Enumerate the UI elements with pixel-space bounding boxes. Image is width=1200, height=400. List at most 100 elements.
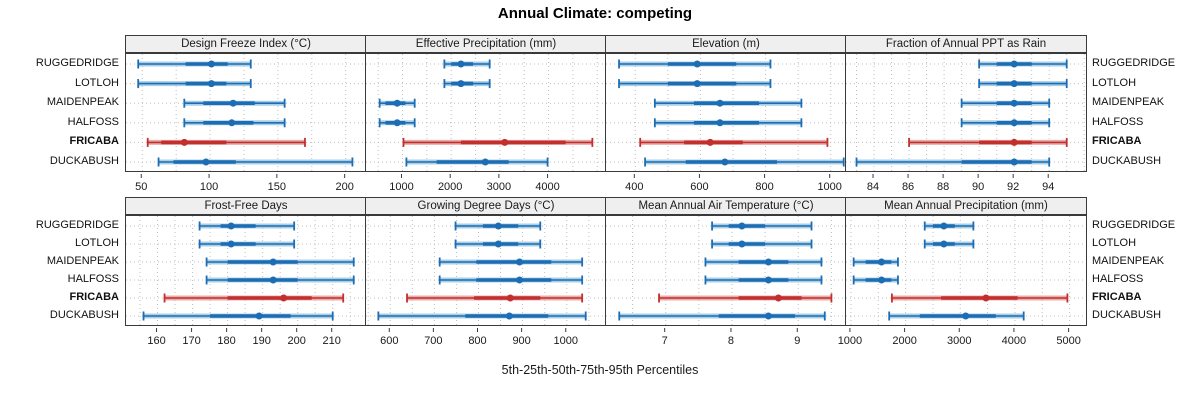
median-dot	[202, 158, 210, 166]
axis-tick-label: 100	[200, 181, 218, 193]
axis-tick-label: 200	[335, 181, 353, 193]
percentile-row-fricaba	[639, 137, 829, 147]
panel-x-axis: 600 700 800 900 1000	[365, 328, 607, 350]
axis-tick-label: 4000	[535, 181, 559, 193]
axis-tick-label: 210	[323, 335, 341, 347]
panel-strip-title: Frost-Free Days	[125, 197, 367, 215]
median-dot	[457, 60, 465, 68]
median-dot	[1010, 80, 1018, 88]
sitelabel-right-halfoss: HALFOSS	[1092, 115, 1144, 128]
panel-x-axis: 1000 2000 3000 4000	[365, 174, 607, 196]
axis-tick-label: 50	[135, 181, 147, 193]
percentile-row-halfoss	[205, 275, 355, 285]
median-dot	[494, 222, 502, 230]
axis-tick-label: 200	[287, 335, 305, 347]
percentile-row-ruggedridge	[137, 59, 252, 69]
axis-tick-label: 800	[755, 181, 773, 193]
median-dot	[716, 119, 724, 127]
panel-plot	[365, 215, 607, 327]
percentile-row-maidenpeak	[183, 98, 286, 108]
axis-tick-label: 150	[268, 181, 286, 193]
axis-tick-label: 8	[728, 335, 734, 347]
axis-tick-label: 1000	[838, 335, 862, 347]
sitelabel-right-ruggedridge: RUGGEDRIDGE	[1092, 219, 1176, 231]
median-dot	[982, 294, 990, 302]
axis-tick-label: 2000	[892, 335, 916, 347]
axis-tick-label: 170	[182, 335, 200, 347]
percentile-row-ruggedridge	[711, 221, 813, 231]
median-dot	[738, 240, 746, 248]
percentile-row-maidenpeak	[960, 98, 1051, 108]
median-dot	[481, 158, 489, 166]
percentile-row-halfoss	[653, 118, 803, 128]
axis-tick-label: 180	[217, 335, 235, 347]
sitelabel-right-maidenpeak: MAIDENPEAK	[1092, 255, 1165, 267]
percentile-row-ruggedridge	[198, 221, 296, 231]
percentile-row-lotloh	[454, 239, 542, 249]
median-dot	[940, 240, 948, 248]
panel-strip-title: Elevation (m)	[605, 35, 847, 53]
percentile-row-halfoss	[852, 275, 899, 285]
median-dot	[501, 138, 509, 146]
percentile-row-fricaba	[402, 137, 594, 147]
median-dot	[516, 258, 524, 266]
x-axis-label: 5th-25th-50th-75th-95th Percentiles	[501, 363, 699, 377]
sitelabel-left-halfoss: HALFOSS	[67, 115, 119, 128]
axis-tick-label: 1000	[817, 181, 841, 193]
percentile-row-lotloh	[137, 79, 252, 89]
percentile-row-halfoss	[378, 118, 416, 128]
sitelabel-left-lotloh: LOTLOH	[74, 237, 119, 249]
panel-x-axis: 50 100 150 200	[125, 174, 367, 196]
percentile-row-duckabush	[644, 157, 845, 167]
median-dot	[228, 119, 236, 127]
panel-plot	[605, 53, 847, 173]
axis-tick-label: 5000	[1056, 335, 1080, 347]
median-dot	[280, 294, 288, 302]
sitelabel-left-halfoss: HALFOSS	[67, 273, 119, 285]
percentile-row-ruggedridge	[454, 221, 542, 231]
sitelabel-right-duckabush: DUCKABUSH	[1092, 155, 1162, 167]
median-dot	[505, 312, 513, 320]
median-dot	[227, 240, 235, 248]
median-dot	[1010, 158, 1018, 166]
median-dot	[716, 99, 724, 107]
percentile-row-duckabush	[888, 311, 1025, 321]
percentile-row-fricaba	[163, 293, 345, 303]
median-dot	[940, 222, 948, 230]
median-dot	[693, 60, 701, 68]
axis-tick-label: 3000	[487, 181, 511, 193]
panel-strip-title: Mean Annual Precipitation (mm)	[845, 197, 1087, 215]
median-dot	[693, 80, 701, 88]
percentile-row-lotloh	[978, 79, 1068, 89]
percentile-row-ruggedridge	[923, 221, 975, 231]
panel-strip-title: Mean Annual Air Temperature (°C)	[605, 197, 847, 215]
sitelabel-right-halfoss: HALFOSS	[1092, 273, 1144, 285]
sitelabel-left-ruggedridge: RUGGEDRIDGE	[35, 57, 119, 69]
sitelabel-right-lotloh: LOTLOH	[1092, 237, 1137, 249]
axis-tick-label: 88	[937, 181, 949, 193]
median-dot	[457, 80, 465, 88]
median-dot	[269, 276, 277, 284]
axis-tick-label: 9	[794, 335, 800, 347]
sitelabel-right-fricaba: FRICABA	[1092, 135, 1142, 148]
percentile-row-fricaba	[658, 293, 833, 303]
percentile-row-maidenpeak	[653, 98, 803, 108]
percentile-row-maidenpeak	[852, 257, 899, 267]
percentile-row-lotloh	[198, 239, 296, 249]
axis-tick-label: 2000	[438, 181, 462, 193]
percentile-row-fricaba	[908, 137, 1068, 147]
percentile-row-duckabush	[618, 311, 826, 321]
sitelabel-left-ruggedridge: RUGGEDRIDGE	[35, 219, 119, 231]
percentile-row-duckabush	[377, 311, 587, 321]
axis-tick-label: 160	[147, 335, 165, 347]
panel-plot	[125, 53, 367, 173]
percentile-row-duckabush	[142, 311, 334, 321]
sitelabel-right-lotloh: LOTLOH	[1092, 76, 1137, 89]
percentile-row-halfoss	[183, 118, 286, 128]
median-dot	[738, 222, 746, 230]
median-dot	[393, 99, 401, 107]
sitelabel-right-duckabush: DUCKABUSH	[1092, 309, 1162, 321]
percentile-row-duckabush	[405, 157, 549, 167]
panel-x-axis: 160 170 180 190 200 210	[125, 328, 367, 350]
percentile-row-maidenpeak	[704, 257, 823, 267]
